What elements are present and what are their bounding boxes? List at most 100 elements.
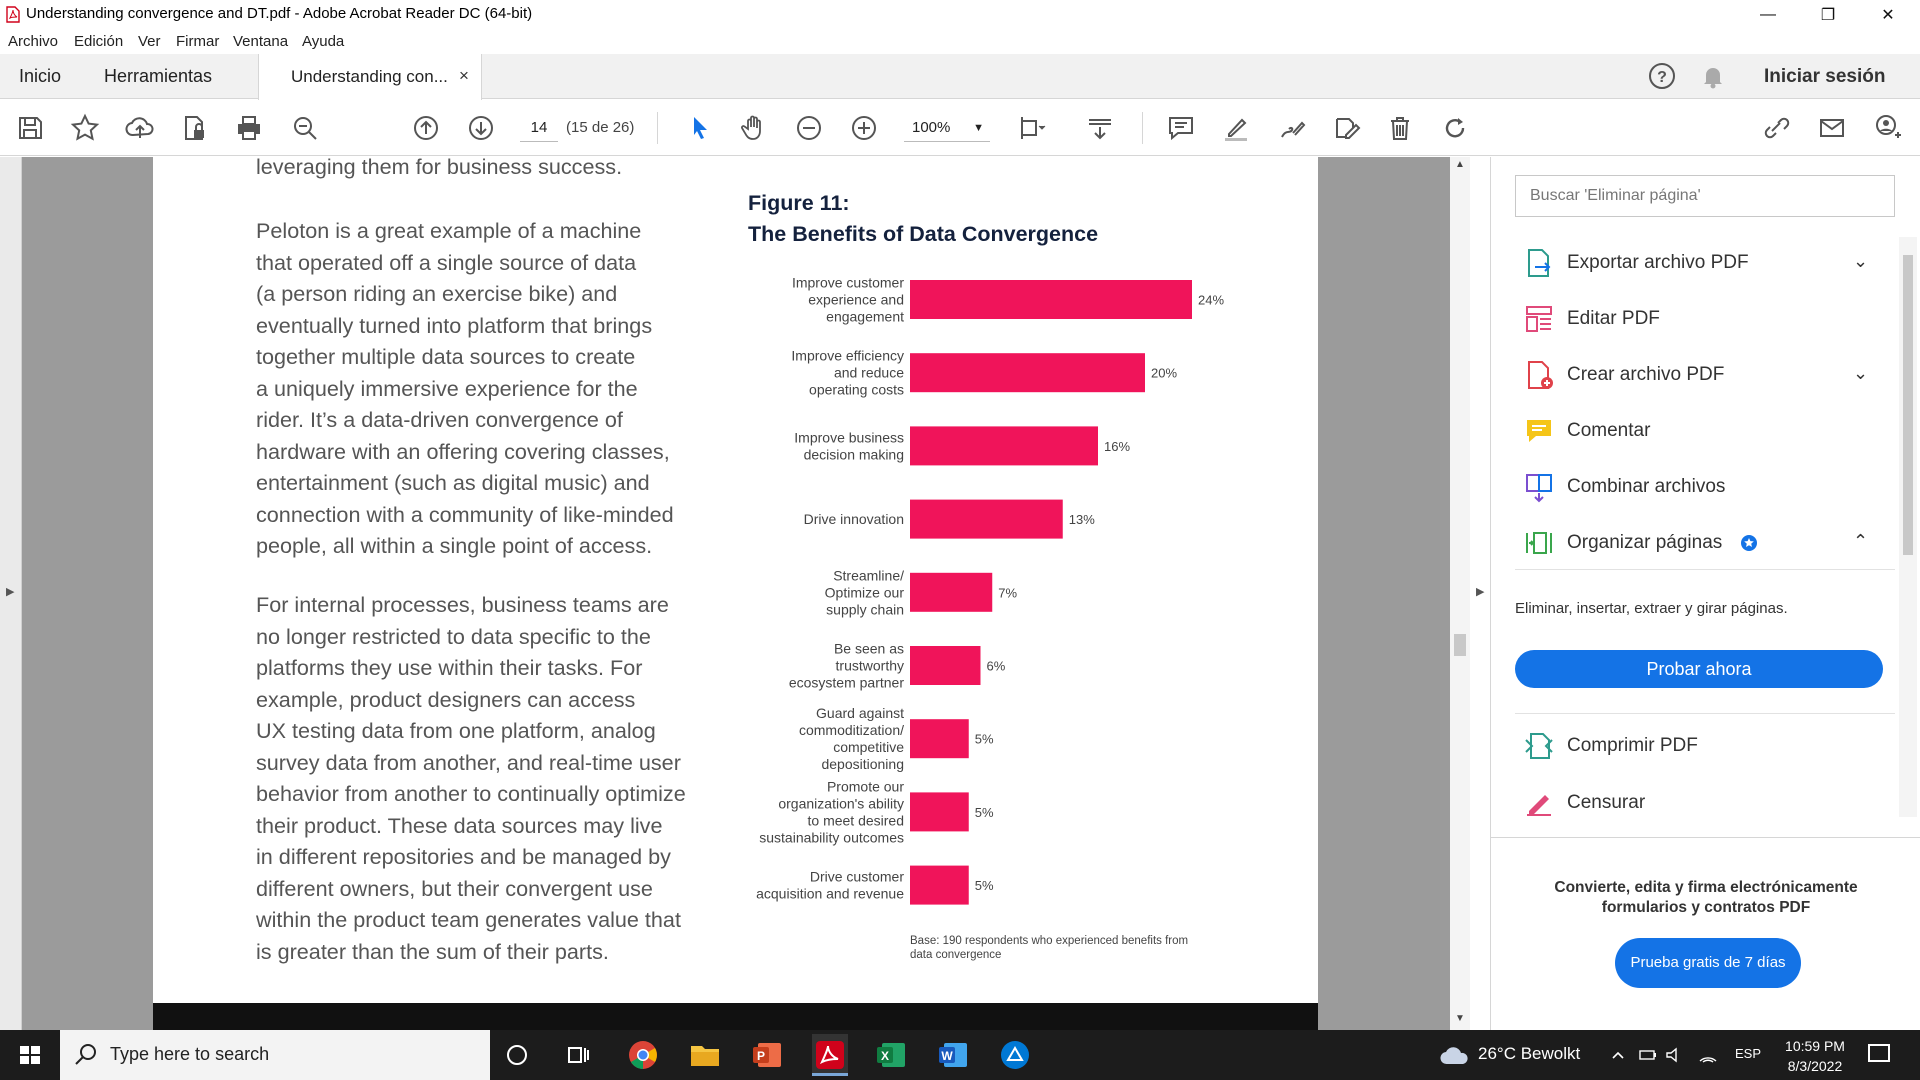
speaker-icon[interactable] xyxy=(1664,1045,1684,1065)
tab-inicio[interactable]: Inicio xyxy=(19,66,62,86)
scroll-down-icon[interactable]: ▼ xyxy=(1455,1013,1465,1024)
scrollbar-thumb[interactable] xyxy=(1454,634,1466,656)
close-window-button[interactable]: ✕ xyxy=(1881,6,1895,24)
chevron-down-icon[interactable]: ⌄ xyxy=(1853,363,1869,383)
tool-label: Crear archivo PDF xyxy=(1567,364,1725,385)
weather-text[interactable]: 26°C Bewolkt xyxy=(1478,1044,1581,1063)
restore-button[interactable]: ❐ xyxy=(1820,6,1836,24)
email-icon[interactable] xyxy=(1814,110,1850,146)
bell-icon[interactable] xyxy=(1700,63,1726,89)
page-number-input[interactable]: 14 xyxy=(520,114,558,142)
tool-edit-pdf[interactable]: Editar PDF xyxy=(1523,301,1883,337)
protect-file-icon[interactable] xyxy=(176,110,212,146)
tool-redact[interactable]: Censurar xyxy=(1523,785,1883,821)
chevron-up-icon[interactable]: ⌃ xyxy=(1853,531,1869,551)
zoom-out-icon[interactable] xyxy=(791,110,827,146)
left-panel-toggle[interactable]: ▶ xyxy=(0,157,22,1030)
save-icon[interactable] xyxy=(12,110,48,146)
chrome-icon[interactable] xyxy=(626,1038,660,1072)
task-view-icon[interactable] xyxy=(566,1043,590,1067)
fit-page-icon[interactable] xyxy=(1014,110,1050,146)
word-icon[interactable]: W xyxy=(936,1038,970,1072)
tool-combine[interactable]: Combinar archivos xyxy=(1523,469,1883,505)
text-line: UX testing data from one platform, analo… xyxy=(256,718,656,743)
panel-divider xyxy=(1515,713,1895,714)
cortana-icon[interactable] xyxy=(505,1043,529,1067)
tools-search-input[interactable]: Buscar 'Eliminar página' xyxy=(1515,175,1895,217)
tool-organize[interactable]: Organizar páginas ⌃ xyxy=(1523,525,1883,561)
zoom-select[interactable]: 100% ▼ xyxy=(904,114,990,142)
panel-scrollbar-thumb[interactable] xyxy=(1903,255,1913,555)
close-tab-icon[interactable]: × xyxy=(459,66,469,85)
cloud-weather-icon[interactable] xyxy=(1440,1044,1470,1066)
windows-start-icon[interactable] xyxy=(0,1030,60,1080)
add-user-icon[interactable] xyxy=(1870,110,1906,146)
chart-bar xyxy=(910,865,969,905)
star-icon[interactable] xyxy=(67,110,103,146)
category-label-line: Improve efficiency xyxy=(791,348,904,364)
page-up-icon[interactable] xyxy=(408,110,444,146)
scroll-up-icon[interactable]: ▲ xyxy=(1455,159,1465,170)
chart-bar xyxy=(910,426,1098,466)
highlight-pen-icon[interactable] xyxy=(1218,110,1254,146)
help-icon[interactable]: ? xyxy=(1648,62,1676,90)
tool-comment[interactable]: Comentar xyxy=(1523,413,1883,449)
tab-herramientas[interactable]: Herramientas xyxy=(104,66,213,86)
tool-compress[interactable]: Comprimir PDF xyxy=(1523,728,1883,764)
notification-icon[interactable] xyxy=(1868,1044,1890,1062)
tool-create-pdf[interactable]: Crear archivo PDF ⌄ xyxy=(1523,357,1883,393)
page-down-icon[interactable] xyxy=(463,110,499,146)
document-scrollbar[interactable]: ▲ ▼ xyxy=(1450,157,1470,1030)
signin-button[interactable]: Iniciar sesión xyxy=(1764,66,1886,87)
menu-ayuda[interactable]: Ayuda xyxy=(302,33,345,50)
acrobat-taskbar-icon[interactable] xyxy=(813,1038,847,1072)
file-explorer-icon[interactable] xyxy=(688,1038,722,1072)
tool-export-pdf[interactable]: Exportar archivo PDF ⌄ xyxy=(1523,245,1883,281)
pdf-page: leveraging them for business success. Pe… xyxy=(153,157,1318,1030)
category-label-line: competitive xyxy=(833,739,904,755)
menu-firmar[interactable]: Firmar xyxy=(176,33,220,50)
comment-icon[interactable] xyxy=(1163,110,1199,146)
zoom-in-icon[interactable] xyxy=(846,110,882,146)
minimize-button[interactable]: — xyxy=(1760,5,1776,23)
taskbar-search[interactable]: Type here to search xyxy=(60,1030,490,1080)
menu-ver[interactable]: Ver xyxy=(138,33,161,50)
powerpoint-icon[interactable]: P xyxy=(750,1038,784,1072)
category-label-line: Guard against xyxy=(816,705,904,721)
bar-value-label: 16% xyxy=(1104,439,1130,454)
tab-document[interactable]: Understanding con... × xyxy=(258,54,482,100)
fill-sign-icon[interactable] xyxy=(1273,110,1309,146)
bar-value-label: 5% xyxy=(975,732,994,747)
read-mode-icon[interactable] xyxy=(1082,110,1118,146)
clock[interactable]: 10:59 PM 8/3/2022 xyxy=(1775,1036,1855,1076)
language-indicator[interactable]: ESP xyxy=(1735,1046,1762,1061)
select-cursor-icon[interactable] xyxy=(682,110,718,146)
print-icon[interactable] xyxy=(231,110,267,146)
panel-scrollbar[interactable] xyxy=(1899,237,1917,817)
edit-pdf-icon[interactable] xyxy=(1328,110,1364,146)
right-panel-toggle[interactable]: ▶ xyxy=(1470,157,1490,1030)
free-trial-button[interactable]: Prueba gratis de 7 días xyxy=(1615,938,1801,988)
bar-value-label: 6% xyxy=(987,659,1006,674)
battery-icon[interactable] xyxy=(1638,1045,1658,1065)
zoom-search-icon[interactable] xyxy=(287,110,323,146)
share-link-icon[interactable] xyxy=(1759,110,1795,146)
wifi-icon[interactable] xyxy=(1698,1045,1718,1065)
try-now-button[interactable]: Probar ahora xyxy=(1515,650,1883,688)
excel-icon[interactable]: X xyxy=(874,1038,908,1072)
menu-edicion[interactable]: Edición xyxy=(74,33,124,50)
rotate-icon[interactable] xyxy=(1437,110,1473,146)
comment-tool-icon xyxy=(1527,420,1551,442)
hand-tool-icon[interactable] xyxy=(736,110,772,146)
document-viewer[interactable]: ▶ leveraging them for business success. … xyxy=(0,157,1490,1030)
trash-icon[interactable] xyxy=(1382,110,1418,146)
tool-label: Organizar páginas xyxy=(1567,532,1723,553)
menu-ventana[interactable]: Ventana xyxy=(233,33,289,50)
category-label-line: organization's ability xyxy=(778,795,904,811)
cloud-upload-icon[interactable] xyxy=(122,110,158,146)
chevron-down-icon[interactable]: ⌄ xyxy=(1853,251,1869,271)
azure-data-studio-icon[interactable] xyxy=(998,1038,1032,1072)
chevron-up-icon[interactable] xyxy=(1610,1047,1626,1063)
menu-archivo[interactable]: Archivo xyxy=(8,33,59,50)
text-line: entertainment (such as digital music) an… xyxy=(256,470,650,495)
